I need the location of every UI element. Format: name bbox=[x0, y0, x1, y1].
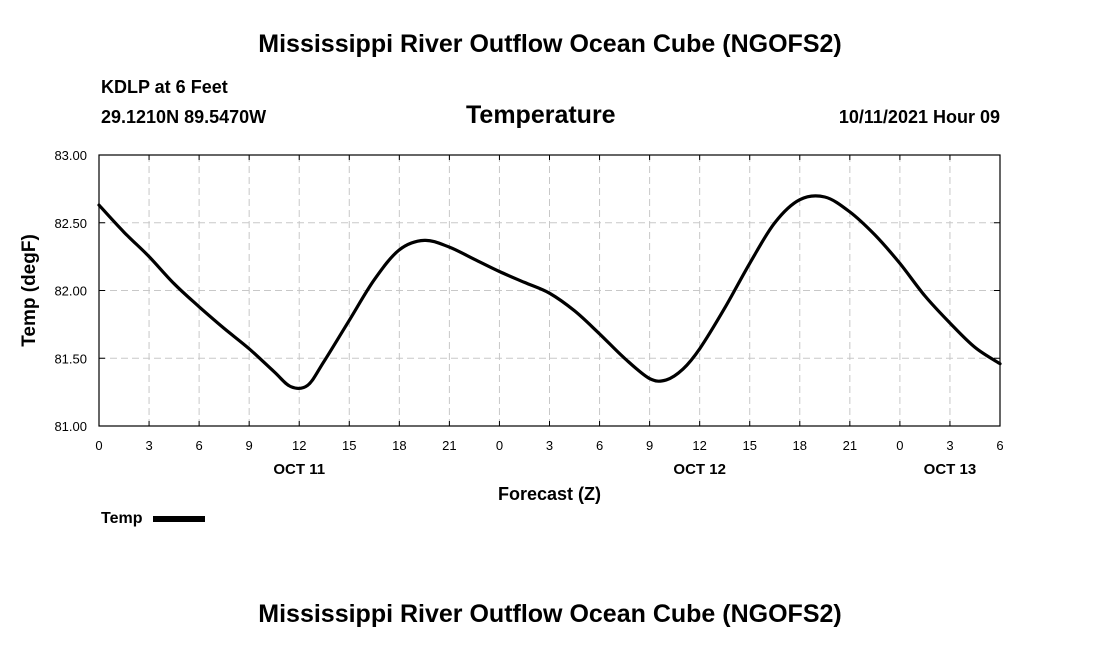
legend: Temp bbox=[101, 510, 205, 528]
y-tick-label: 82.50 bbox=[54, 216, 87, 231]
x-tick-label: 15 bbox=[742, 438, 756, 453]
axis-ticks bbox=[98, 154, 1001, 427]
x-tick-label: 0 bbox=[496, 438, 503, 453]
x-tick-label: 9 bbox=[646, 438, 653, 453]
page-title: Mississippi River Outflow Ocean Cube (NG… bbox=[258, 30, 842, 58]
grid-lines bbox=[99, 155, 1000, 426]
x-day-label: OCT 12 bbox=[673, 461, 726, 478]
x-tick-label: 3 bbox=[946, 438, 953, 453]
x-tick-label: 15 bbox=[342, 438, 356, 453]
legend-label: Temp bbox=[101, 510, 143, 527]
x-tick-label: 21 bbox=[843, 438, 857, 453]
x-tick-label: 3 bbox=[546, 438, 553, 453]
legend-line-swatch bbox=[152, 515, 205, 522]
y-tick-label: 83.00 bbox=[54, 148, 87, 163]
station-label: KDLP at 6 Feet bbox=[101, 77, 228, 97]
x-tick-label: 12 bbox=[292, 438, 306, 453]
x-tick-label: 0 bbox=[896, 438, 903, 453]
station-coordinates: 29.1210N 89.5470W bbox=[101, 107, 267, 127]
x-tick-label: 6 bbox=[596, 438, 603, 453]
y-tick-label: 81.00 bbox=[54, 419, 87, 434]
y-tick-label: 82.00 bbox=[54, 284, 87, 299]
x-tick-label: 0 bbox=[95, 438, 102, 453]
footer-title: Mississippi River Outflow Ocean Cube (NG… bbox=[258, 600, 842, 628]
x-tick-label: 18 bbox=[392, 438, 406, 453]
temp-series-line bbox=[97, 194, 1002, 391]
y-axis-label: Temp (degF) bbox=[19, 234, 40, 347]
x-tick-label: 6 bbox=[996, 438, 1003, 453]
x-tick-label: 3 bbox=[145, 438, 152, 453]
x-tick-label: 6 bbox=[195, 438, 202, 453]
forecast-datetime: 10/11/2021 Hour 09 bbox=[838, 107, 1000, 127]
x-tick-label: 21 bbox=[442, 438, 456, 453]
x-tick-label: 12 bbox=[692, 438, 706, 453]
x-axis-label: Forecast (Z) bbox=[498, 484, 601, 504]
axis-labels: 0 3 6 9 12 15 18 21 0 3 6 9 12 15 18 21 0 3 6 81.00 81.50 82.… bbox=[54, 148, 1003, 478]
x-day-label: OCT 11 bbox=[273, 461, 325, 478]
x-tick-label: 9 bbox=[246, 438, 253, 453]
y-tick-label: 81.50 bbox=[54, 351, 87, 366]
x-tick-label: 18 bbox=[793, 438, 807, 453]
temperature-chart: 0 3 6 9 12 15 18 21 0 3 6 9 12 15 18 21 0 3 6 81.00 81.50 82.… bbox=[19, 148, 1004, 504]
x-day-label: OCT 13 bbox=[924, 461, 977, 478]
chart-title: Temperature bbox=[466, 101, 616, 129]
